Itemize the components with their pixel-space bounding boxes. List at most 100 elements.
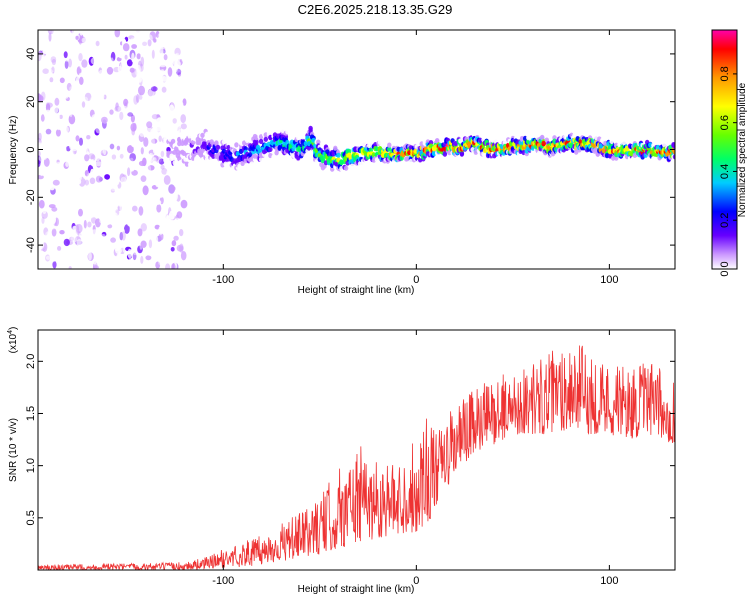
noise-blob (97, 171, 104, 177)
noise-blob (79, 30, 83, 36)
noise-blob (78, 53, 83, 62)
noise-blob (116, 87, 123, 97)
ridge-cell (204, 131, 210, 137)
noise-blob (176, 173, 183, 179)
noise-blob (98, 148, 104, 154)
snr-x-ticks: -100 0 100 (212, 330, 619, 587)
noise-blob (55, 93, 61, 100)
noise-blob (131, 229, 135, 238)
noise-blob (150, 86, 158, 92)
noise-blob (163, 249, 170, 254)
noise-blob (126, 59, 133, 67)
noise-blob (115, 247, 122, 254)
noise-blob (118, 187, 125, 194)
noise-blob (147, 39, 152, 47)
noise-blob (117, 95, 122, 104)
ridge-cell (387, 142, 392, 148)
noise-blob (158, 60, 166, 66)
colorbar: 0.0 0.2 0.4 0.6 0.8 Normalized spectral ampl… (711, 29, 748, 277)
noise-blob (56, 140, 62, 145)
noise-blob (124, 224, 130, 234)
noise-blob (158, 32, 164, 38)
noise-blob (61, 119, 66, 127)
y-tick-label: -40 (25, 237, 37, 253)
noise-blob (161, 168, 168, 175)
noise-blob (166, 170, 171, 177)
noise-blob (43, 54, 47, 64)
ridge-cell (598, 143, 604, 149)
ridge-cell (350, 163, 355, 169)
ridge-cell (672, 144, 675, 150)
noise-blob (140, 56, 145, 67)
noise-blob (47, 216, 55, 225)
noise-blob (51, 58, 57, 66)
noise-blob (123, 98, 129, 107)
noise-blob (126, 131, 130, 141)
noise-blob (114, 105, 122, 112)
noise-blob (82, 96, 89, 105)
noise-blob (135, 30, 141, 37)
noise-blob (117, 129, 122, 136)
noise-blob (151, 138, 158, 144)
noise-blob (112, 176, 120, 186)
noise-blob (142, 59, 149, 65)
noise-blob (46, 206, 50, 215)
noise-blob (91, 114, 98, 124)
noise-blob (143, 106, 149, 115)
ridge-cell (303, 154, 309, 160)
noise-blob (70, 218, 77, 223)
ridge-cell (609, 138, 614, 144)
noise-blob (76, 149, 83, 157)
noise-blob (130, 179, 135, 187)
colorbar-ticks: 0.0 0.2 0.4 0.6 0.8 (719, 66, 737, 277)
ridge-cell (258, 156, 264, 162)
noise-blob (116, 145, 121, 151)
noise-blob (144, 248, 149, 257)
noise-blob (50, 46, 57, 52)
noise-blob (110, 57, 114, 65)
noise-blob (116, 253, 121, 264)
noise-blob (80, 132, 87, 138)
noise-blob (129, 266, 135, 269)
noise-blob (148, 195, 153, 202)
noise-blob (38, 214, 41, 224)
noise-blob (61, 181, 69, 188)
noise-blob (119, 232, 124, 241)
noise-blob (72, 42, 76, 48)
noise-blob (144, 61, 149, 67)
ridge-cell (254, 139, 259, 145)
noise-blob (158, 135, 162, 142)
noise-blob (129, 153, 136, 162)
noise-blob (173, 191, 178, 201)
noise-blob (77, 252, 84, 257)
noise-blob (179, 31, 185, 40)
noise-blob (96, 52, 102, 61)
noise-blob (74, 83, 81, 92)
noise-blob (48, 143, 56, 153)
noise-blob (62, 217, 69, 226)
noise-blob (60, 205, 67, 212)
noise-blob (45, 195, 51, 200)
noise-blob (155, 212, 160, 218)
noise-blob (38, 241, 42, 252)
noise-blob (56, 123, 62, 131)
noise-blob (38, 95, 44, 103)
noise-blob (91, 216, 97, 224)
noise-blob (153, 107, 159, 112)
noise-blob (68, 207, 75, 218)
snr-y-label: SNR (10 * v/v) (8, 418, 19, 482)
noise-blob (104, 174, 110, 180)
ridge-cell (536, 150, 542, 156)
noise-blob (137, 228, 143, 237)
noise-blob (40, 258, 44, 268)
noise-blob (96, 30, 104, 37)
noise-blob (158, 69, 166, 77)
ridge-cell (166, 146, 171, 153)
noise-blob (48, 69, 53, 76)
noise-blob (42, 68, 49, 74)
noise-blob (158, 233, 164, 241)
ridge-cell (258, 138, 264, 144)
noise-blob (163, 54, 168, 61)
noise-blob (75, 135, 80, 142)
noise-blob (43, 157, 50, 167)
